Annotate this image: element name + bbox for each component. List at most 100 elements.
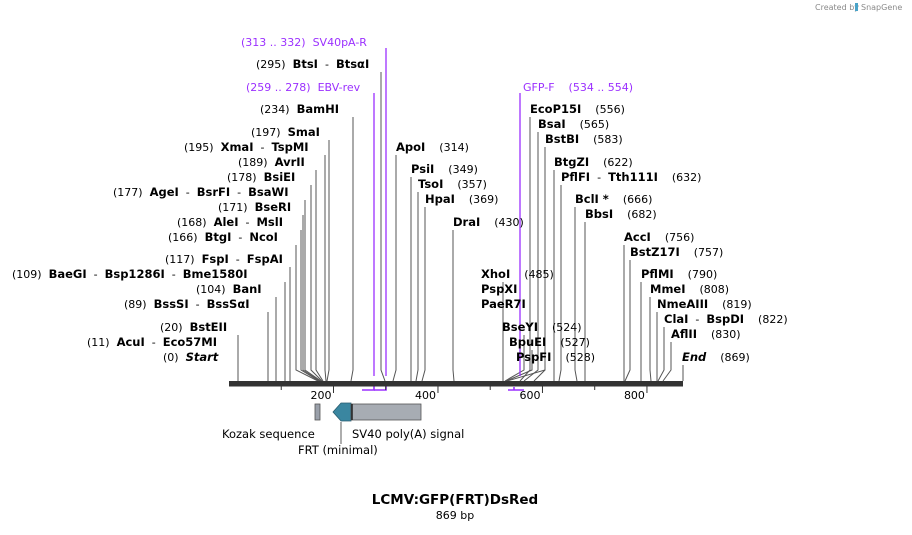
enzyme-name: TspMI bbox=[271, 140, 308, 154]
cut-site-line bbox=[324, 155, 327, 382]
primer-label: (259 .. 278) EBV-rev bbox=[246, 81, 361, 94]
site-label: AflII (830) bbox=[671, 327, 741, 341]
enzyme-name: FspI bbox=[202, 252, 229, 266]
primer-range: (313 .. 332) bbox=[241, 36, 313, 49]
enzyme-name: BstEII bbox=[190, 320, 228, 334]
credit-brand: SnapGene bbox=[861, 3, 902, 12]
enzyme-name: BanI bbox=[233, 282, 262, 296]
site-label: (171) BseRI bbox=[218, 200, 291, 214]
site-position: (117) bbox=[165, 253, 202, 266]
site-position: (622) bbox=[589, 156, 633, 169]
axis-tick-label: 200 bbox=[310, 389, 331, 402]
site-position: (0) bbox=[163, 351, 186, 364]
enzyme-name: AcuI bbox=[117, 335, 145, 349]
enzyme-name: Tth111I bbox=[608, 170, 658, 184]
site-position: (632) bbox=[658, 171, 702, 184]
site-position: (357) bbox=[443, 178, 487, 191]
cut-site-line bbox=[350, 117, 354, 382]
cut-site-line bbox=[624, 260, 631, 382]
site-position: (295) bbox=[256, 58, 293, 71]
enzyme-name: PaeR7I bbox=[481, 297, 526, 311]
cut-site-line bbox=[657, 327, 665, 382]
enzyme-name: BtsαI bbox=[336, 57, 369, 71]
site-label: (197) SmaI bbox=[251, 125, 320, 139]
site-label: DraI (430) bbox=[453, 215, 524, 229]
site-label: PflMI (790) bbox=[641, 267, 717, 281]
site-labels: (0) Start(11) AcuI - Eco57MI(20) BstEII(… bbox=[12, 57, 788, 364]
enzyme-name: SmaI bbox=[288, 125, 320, 139]
enzyme-name: BsaWI bbox=[248, 185, 288, 199]
snapgene-logo-icon bbox=[855, 3, 858, 11]
cut-site-line bbox=[295, 245, 319, 382]
site-label: (177) AgeI - BsrFI - BsaWI bbox=[113, 185, 289, 199]
cut-site-line bbox=[300, 230, 320, 382]
cut-site-line bbox=[315, 170, 324, 382]
site-label: (11) AcuI - Eco57MI bbox=[87, 335, 217, 349]
enzyme-name: NcoI bbox=[249, 230, 278, 244]
enzyme-name: BtsI bbox=[293, 57, 318, 71]
site-label: (104) BanI bbox=[196, 282, 262, 296]
site-label: (189) AvrII bbox=[238, 155, 305, 169]
site-label: ApoI (314) bbox=[396, 140, 469, 154]
enzyme-name: BstZ17I bbox=[630, 245, 680, 259]
enzyme-name: PflFI bbox=[561, 170, 590, 184]
backbone-strand bbox=[229, 381, 683, 386]
cut-site-line bbox=[662, 342, 672, 382]
site-label: (117) FspI - FspAI bbox=[165, 252, 283, 266]
site-position: (869) bbox=[706, 351, 750, 364]
site-label: BstZ17I (757) bbox=[630, 245, 723, 259]
cut-site-line bbox=[310, 185, 323, 382]
cut-site-line bbox=[533, 147, 546, 382]
feature: SV40 poly(A) signal bbox=[350, 403, 464, 441]
cut-site-line bbox=[415, 192, 419, 382]
site-position: (11) bbox=[87, 336, 117, 349]
site-label: (195) XmaI - TspMI bbox=[184, 140, 309, 154]
site-label: (295) BtsI - BtsαI bbox=[256, 57, 369, 71]
cut-site-line bbox=[649, 297, 652, 382]
map-title: LCMV:GFP(FRT)DsRed bbox=[372, 492, 538, 508]
enzyme-name: PflMI bbox=[641, 267, 674, 281]
site-label: (234) BamHI bbox=[260, 102, 339, 116]
cut-site-line bbox=[421, 207, 426, 382]
cut-site-line bbox=[505, 350, 533, 382]
feature-label: FRT (minimal) bbox=[298, 443, 378, 457]
credit-text: Created by bbox=[815, 3, 859, 12]
feature: FRT (minimal) bbox=[298, 402, 378, 457]
site-label: (168) AleI - MslI bbox=[177, 215, 283, 229]
site-label: MmeI (808) bbox=[650, 282, 729, 296]
enzyme-name: BsiEI bbox=[264, 170, 296, 184]
site-label: BstBI (583) bbox=[545, 132, 623, 146]
enzyme-name: BaeGI bbox=[49, 267, 87, 281]
site-label: PaeR7I bbox=[481, 297, 526, 311]
site-position: (171) bbox=[218, 201, 255, 214]
feature: Kozak sequence bbox=[222, 403, 321, 441]
site-label: TsoI (357) bbox=[418, 177, 487, 191]
enzyme-name: TsoI bbox=[418, 177, 443, 191]
site-position: (234) bbox=[260, 103, 297, 116]
primer-binding-arrow bbox=[508, 387, 524, 391]
site-label: (89) BssSI - BssSαI bbox=[124, 297, 250, 311]
cut-site-line bbox=[392, 155, 397, 382]
site-label: ClaI - BspDI (822) bbox=[664, 312, 788, 326]
enzyme-name: Eco57MI bbox=[163, 335, 217, 349]
site-label: End (869) bbox=[682, 350, 750, 364]
site-label: NmeAIII (819) bbox=[657, 297, 752, 311]
feature-label: SV40 poly(A) signal bbox=[352, 427, 464, 441]
enzyme-name: NmeAIII bbox=[657, 297, 708, 311]
axis-tick-label: 800 bbox=[624, 389, 645, 402]
map-length: 869 bp bbox=[436, 509, 474, 522]
enzyme-name: BstBI bbox=[545, 132, 579, 146]
enzyme-name: BsaI bbox=[538, 117, 566, 131]
site-position: (109) bbox=[12, 268, 49, 281]
primer-name: GFP-F bbox=[523, 81, 569, 94]
site-position: (178) bbox=[227, 171, 264, 184]
kozak-feature-box bbox=[314, 403, 321, 421]
enzyme-name: BseRI bbox=[255, 200, 292, 214]
enzyme-name: BsrFI bbox=[197, 185, 230, 199]
cut-site-line bbox=[380, 72, 386, 382]
enzyme-name: ClaI bbox=[664, 312, 688, 326]
site-position: (189) bbox=[238, 156, 275, 169]
enzyme-name: MslI bbox=[256, 215, 283, 229]
site-position: (666) bbox=[609, 193, 653, 206]
